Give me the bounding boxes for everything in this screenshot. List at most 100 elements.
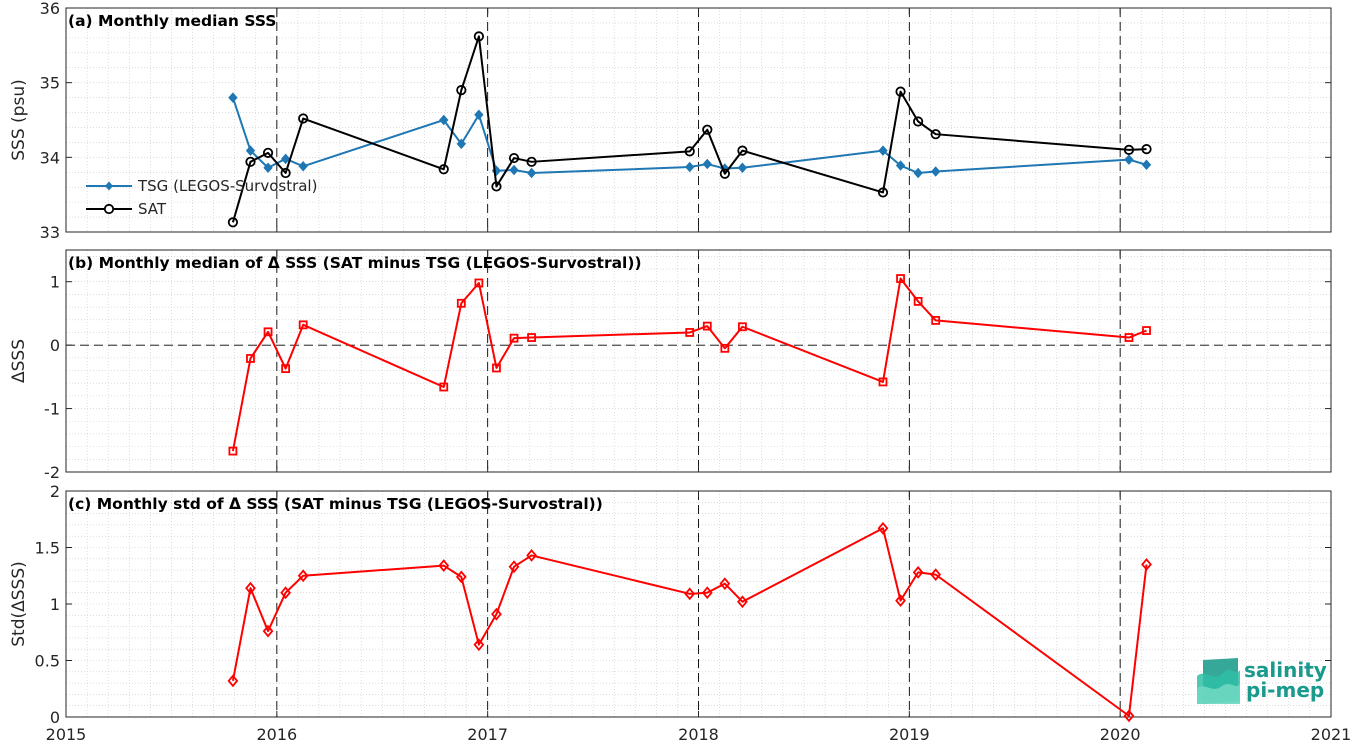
data-point xyxy=(246,354,255,363)
data-point xyxy=(878,377,888,387)
data-point xyxy=(913,296,923,306)
data-point xyxy=(895,160,906,171)
y-axis-label: ΔSSS xyxy=(9,339,29,383)
panel-b-delta-sss: -2 -1 0 1 ΔSSS (b) Monthly median of Δ SSS (S… xyxy=(9,249,1332,482)
y-tick-label: 33 xyxy=(40,223,60,242)
x-tick-label: 2019 xyxy=(889,725,930,744)
series-line xyxy=(231,527,1148,717)
data-point xyxy=(509,333,519,343)
data-point xyxy=(439,382,449,392)
data-point xyxy=(702,124,713,135)
data-point xyxy=(298,161,308,172)
data-point xyxy=(526,156,537,167)
data-point xyxy=(456,85,467,96)
panel-title: (b) Monthly median of Δ SSS (SAT minus T… xyxy=(68,254,642,272)
y-tick-label: 1 xyxy=(50,595,60,614)
series-delta xyxy=(228,274,1151,456)
data-point xyxy=(491,607,502,621)
data-point xyxy=(1141,558,1152,571)
data-point xyxy=(931,166,941,177)
data-point xyxy=(297,569,309,583)
x-tick-label: 2020 xyxy=(1100,725,1141,744)
data-point xyxy=(508,560,520,574)
x-tick-label: 2016 xyxy=(256,725,297,744)
data-point xyxy=(227,217,239,228)
legend-entry-label: SAT xyxy=(138,200,167,218)
data-point xyxy=(1123,144,1135,155)
data-point xyxy=(438,559,450,572)
data-point xyxy=(473,638,485,652)
data-point xyxy=(262,624,274,638)
panel-a-monthly-median-sss: 33 34 35 36 SSS (psu) (a) Monthly median SSS T… xyxy=(9,0,1332,242)
data-point xyxy=(719,168,730,179)
data-point xyxy=(913,116,924,127)
data-point xyxy=(281,364,291,374)
legend-entry-label: TSG (LEGOS-Survostral) xyxy=(137,177,317,195)
data-point xyxy=(877,521,889,535)
data-point xyxy=(439,114,449,126)
x-tick-label: 2015 xyxy=(46,725,87,744)
data-point xyxy=(701,586,713,600)
data-point xyxy=(456,138,466,150)
y-tick-label: 34 xyxy=(40,148,60,167)
data-point xyxy=(245,156,256,167)
data-point xyxy=(895,594,906,608)
data-point xyxy=(245,581,256,595)
panel-c-std-delta-sss: 0 0.5 1 1.5 2 Std(ΔSSS) (c) Monthly std of Δ S… xyxy=(9,482,1332,727)
panel-title: (c) Monthly std of Δ SSS (SAT minus TSG … xyxy=(68,495,603,513)
data-point xyxy=(527,333,536,342)
data-point xyxy=(684,587,696,601)
data-point xyxy=(1142,326,1151,335)
logo-text-line2: pi-mep xyxy=(1246,678,1324,702)
data-point xyxy=(1141,144,1152,155)
data-point xyxy=(263,327,273,337)
data-point xyxy=(228,92,238,103)
data-point xyxy=(737,595,748,609)
y-tick-label: 0.5 xyxy=(35,652,60,671)
panel-title: (a) Monthly median SSS xyxy=(68,12,276,30)
y-tick-label: 35 xyxy=(40,74,60,93)
data-point xyxy=(896,274,905,283)
data-point xyxy=(298,113,309,124)
data-point xyxy=(262,147,274,158)
data-point xyxy=(738,322,747,332)
data-point xyxy=(878,145,888,156)
data-point xyxy=(473,31,484,42)
data-point xyxy=(912,565,924,579)
data-point xyxy=(491,181,502,192)
data-point xyxy=(1141,159,1152,171)
data-point xyxy=(245,145,256,156)
data-point xyxy=(438,164,449,175)
data-point xyxy=(719,577,731,591)
y-tick-label: -2 xyxy=(44,463,60,482)
x-tick-label: 2017 xyxy=(467,725,508,744)
data-point xyxy=(895,86,906,97)
data-point xyxy=(737,145,748,156)
series-delta xyxy=(227,521,1152,723)
data-point xyxy=(877,187,889,198)
series-line xyxy=(231,35,1147,223)
data-point xyxy=(702,321,712,331)
data-point xyxy=(280,167,291,179)
data-point xyxy=(263,162,273,174)
data-point xyxy=(280,586,291,600)
salinity-pimep-logo: salinity pi-mep xyxy=(1197,658,1327,704)
data-point xyxy=(492,363,501,373)
salinity-pimep-logo-icon xyxy=(1197,658,1240,704)
data-point xyxy=(1124,333,1134,342)
data-point xyxy=(509,164,519,176)
data-point xyxy=(684,146,695,157)
y-axis-label: Std(ΔSSS) xyxy=(9,561,29,647)
data-point xyxy=(685,161,695,173)
data-point xyxy=(227,674,239,688)
y-tick-label: -1 xyxy=(44,400,60,419)
y-tick-label: 2 xyxy=(50,482,60,501)
y-axis-label: SSS (psu) xyxy=(9,79,29,160)
data-point xyxy=(930,568,942,582)
data-point xyxy=(1123,709,1135,723)
data-point xyxy=(526,549,537,562)
data-point xyxy=(474,109,484,121)
data-point xyxy=(280,153,291,165)
data-point xyxy=(298,320,308,330)
